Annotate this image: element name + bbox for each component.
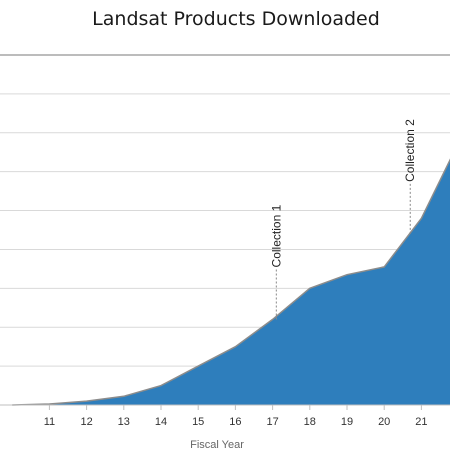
chart-title: Landsat Products Downloaded: [92, 8, 380, 30]
annotation-label-1: Collection 1: [269, 204, 283, 267]
x-tick-label-12: 12: [80, 416, 92, 428]
x-axis-label: Fiscal Year: [190, 439, 244, 451]
x-tick-label-15: 15: [192, 416, 204, 428]
area-series-line: [12, 158, 450, 406]
area-series-fill: [12, 160, 450, 405]
x-tick-label-11: 11: [44, 416, 55, 428]
annotation-label-2: Collection 2: [403, 119, 417, 182]
x-tick-label-19: 19: [341, 416, 353, 428]
x-tick-label-16: 16: [229, 416, 241, 428]
x-tick-label-21: 21: [415, 416, 427, 428]
x-tick-label-17: 17: [266, 416, 278, 428]
x-tick-label-18: 18: [304, 416, 316, 428]
annotations: Collection 1 Collection 2: [269, 119, 417, 320]
x-tick-label-14: 14: [155, 416, 167, 428]
x-tick-label-13: 13: [118, 416, 130, 428]
x-tick-label-20: 20: [378, 416, 390, 428]
x-axis-ticks: 111213141516171819202122: [44, 405, 428, 428]
